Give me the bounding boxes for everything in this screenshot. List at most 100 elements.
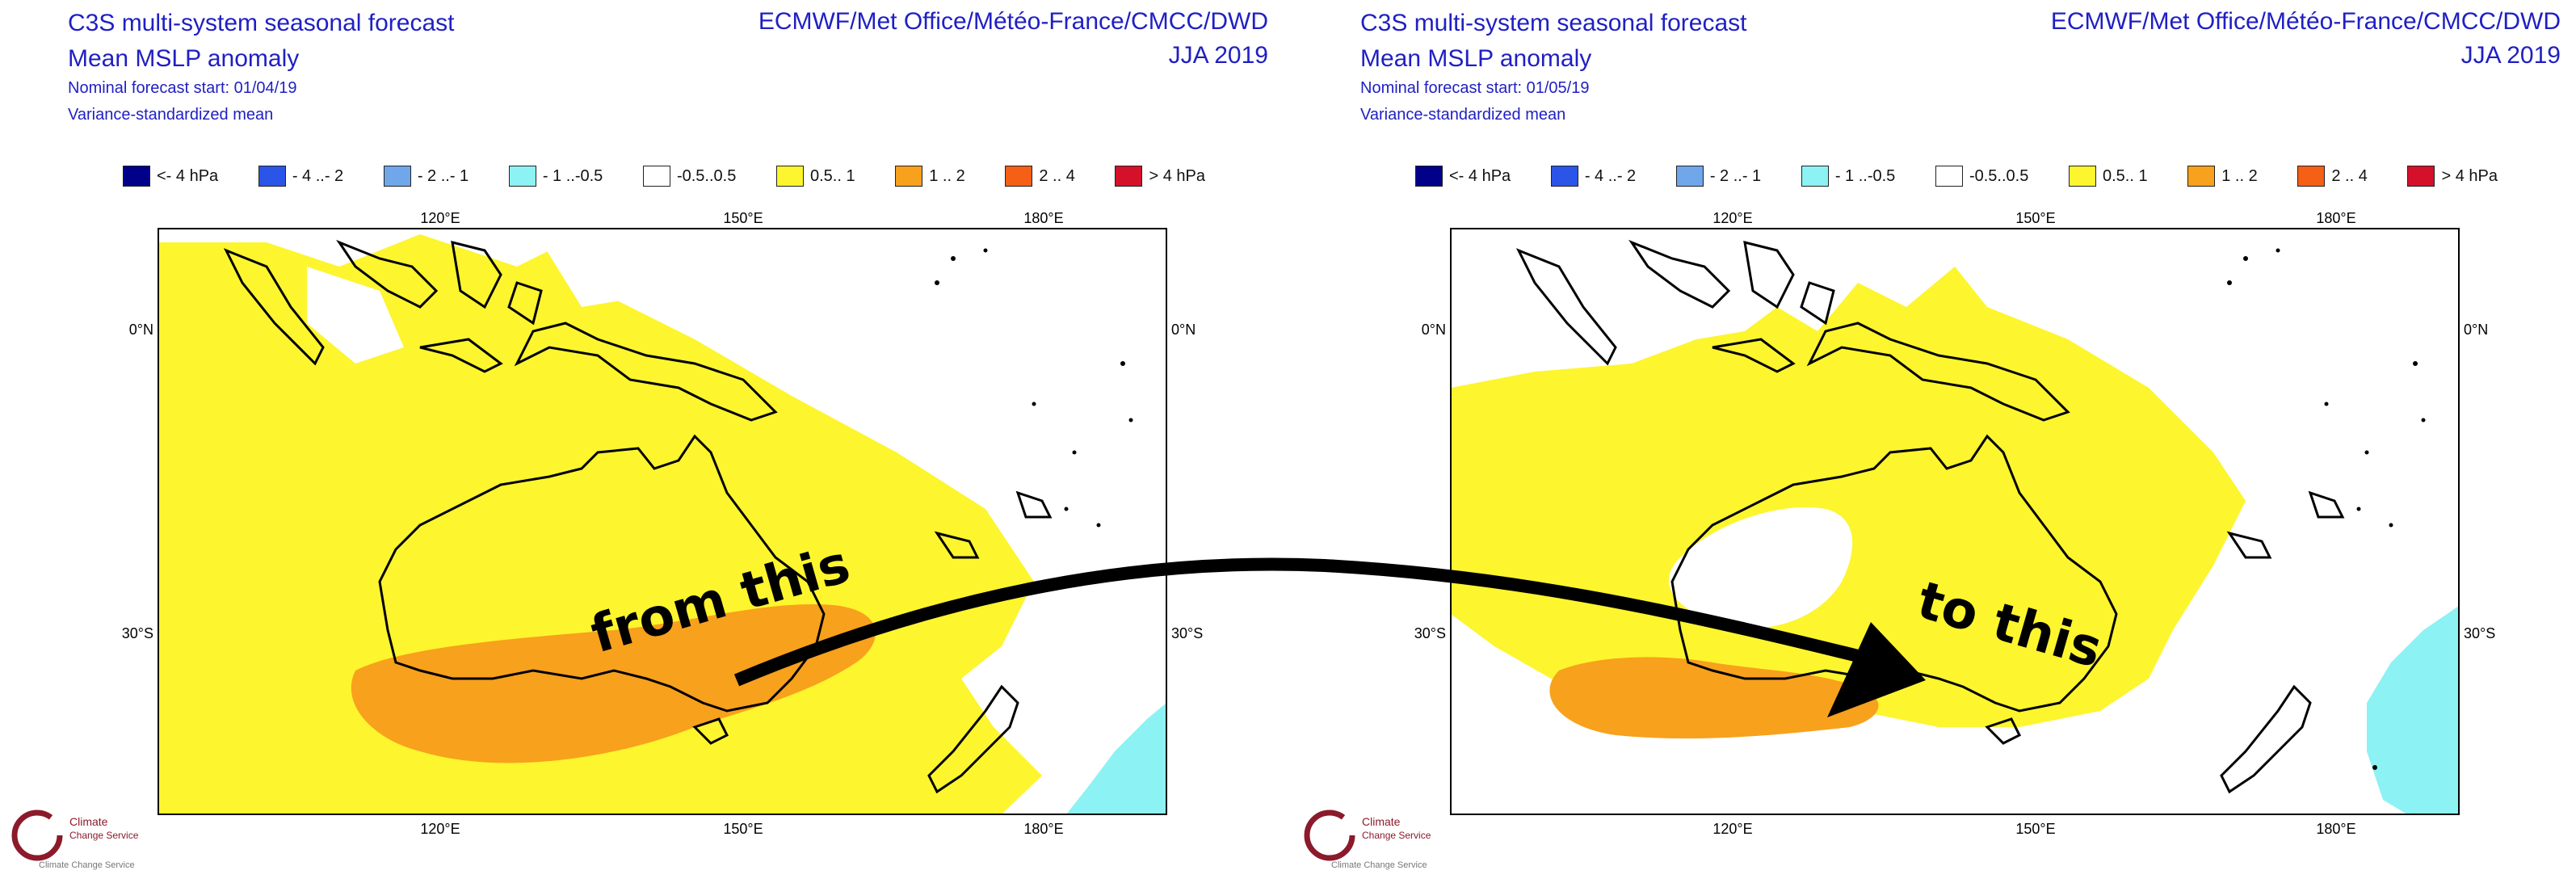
legend-swatch: [895, 166, 923, 187]
legend-item: 1 .. 2: [2187, 166, 2258, 187]
panel-subtitle: Mean MSLP anomaly: [1360, 45, 1592, 72]
coastlines: [223, 239, 1053, 794]
legend-item: - 2 ..- 1: [1675, 166, 1762, 187]
logo-text: Climate: [1362, 815, 1401, 828]
legend-label: -0.5..0.5: [676, 166, 737, 185]
legend-swatch: [642, 166, 670, 187]
forecast-providers: ECMWF/Met Office/Météo-France/CMCC/DWD: [758, 8, 1268, 35]
lon-tick-bottom: 180°E: [1023, 821, 1063, 837]
lon-tick-top: 180°E: [1023, 210, 1063, 226]
logo-text: Change Service: [69, 830, 139, 841]
lon-tick-bottom: 180°E: [2316, 821, 2355, 837]
lon-tick-top: 120°E: [1712, 210, 1752, 226]
lat-tick-right: 30°S: [1171, 625, 1203, 641]
legend-swatch: [2187, 166, 2216, 187]
logo-text: Climate Change Service: [1331, 860, 1427, 870]
legend-swatch: [1801, 166, 1829, 187]
legend-swatch: [2068, 166, 2096, 187]
forecast-method: Variance-standardized mean: [68, 106, 274, 124]
legend-swatch: [123, 166, 150, 187]
lon-tick-top: 180°E: [2316, 210, 2355, 226]
color-legend: <- 4 hPa - 4 ..- 2 - 2 ..- 1 - 1 ..-0.5 …: [123, 162, 1205, 190]
copernicus-climate-logo: Climate Change Service Climate Change Se…: [11, 809, 139, 870]
legend-swatch: [1415, 166, 1443, 187]
legend-label: - 4 ..- 2: [292, 166, 344, 185]
forecast-panel-april-start: C3S multi-system seasonal forecast Mean …: [0, 0, 1276, 883]
legend-swatch: [1550, 166, 1578, 187]
panel-subtitle: Mean MSLP anomaly: [68, 45, 300, 72]
panel-title: C3S multi-system seasonal forecast: [1360, 10, 1747, 36]
lon-tick-top: 120°E: [420, 210, 460, 226]
forecast-season: JJA 2019: [2460, 42, 2561, 69]
legend-label: - 4 ..- 2: [1584, 166, 1637, 185]
legend-label: 2 .. 4: [1039, 166, 1075, 185]
lon-tick-bottom: 120°E: [1712, 821, 1752, 837]
legend-label: <- 4 hPa: [1449, 166, 1511, 185]
legend-swatch: [2297, 166, 2326, 187]
lat-tick-right: 30°S: [2464, 625, 2495, 641]
legend-swatch: [383, 166, 411, 187]
legend-swatch: [1115, 166, 1143, 187]
legend-label: 0.5.. 1: [2102, 166, 2148, 185]
legend-swatch: [1935, 166, 1963, 187]
legend-item: 2 .. 4: [2297, 166, 2368, 187]
legend-label: - 1 ..-0.5: [542, 166, 603, 185]
forecast-method: Variance-standardized mean: [1360, 106, 1566, 124]
legend-swatch: [508, 166, 536, 187]
lat-tick-left: 30°S: [1414, 625, 1446, 641]
legend-swatch: [1005, 166, 1033, 187]
legend-label: 0.5.. 1: [809, 166, 855, 185]
legend-item: - 1 ..-0.5: [508, 166, 603, 187]
lat-tick-left: 0°N: [1422, 322, 1446, 338]
anomaly-map: 120°E 150°E 180°E 120°E 150°E 180°E 0°N …: [122, 210, 1203, 837]
legend-item: <- 4 hPa: [123, 166, 218, 187]
neutral-area: [533, 229, 630, 307]
lon-tick-bottom: 150°E: [2015, 821, 2055, 837]
legend-item: > 4 hPa: [2407, 166, 2498, 187]
legend-label: 1 .. 2: [929, 166, 965, 185]
legend-item: - 4 ..- 2: [1550, 166, 1637, 187]
color-legend: <- 4 hPa - 4 ..- 2 - 2 ..- 1 - 1 ..-0.5 …: [1415, 162, 2498, 190]
lon-tick-bottom: 120°E: [420, 821, 460, 837]
lon-tick-bottom: 150°E: [723, 821, 763, 837]
legend-label: > 4 hPa: [2441, 166, 2498, 185]
legend-item: 2 .. 4: [1005, 166, 1075, 187]
legend-item: 0.5.. 1: [2068, 166, 2148, 187]
logo-text: Climate: [69, 815, 108, 828]
logo-text: Climate Change Service: [39, 860, 135, 870]
legend-item: 1 .. 2: [895, 166, 965, 187]
legend-item: <- 4 hPa: [1415, 166, 1511, 187]
logo-text: Change Service: [1362, 830, 1431, 841]
legend-item: - 1 ..-0.5: [1801, 166, 1895, 187]
legend-label: -0.5..0.5: [1969, 166, 2029, 185]
legend-item: - 4 ..- 2: [258, 166, 343, 187]
legend-label: - 2 ..- 1: [417, 166, 469, 185]
legend-item: > 4 hPa: [1115, 166, 1205, 187]
legend-item: 0.5.. 1: [775, 166, 855, 187]
legend-label: <- 4 hPa: [157, 166, 219, 185]
forecast-start-date: Nominal forecast start: 01/04/19: [68, 79, 297, 97]
neutral-area: [307, 267, 404, 364]
legend-swatch: [775, 166, 804, 187]
anomaly-area-cyan: [2367, 606, 2459, 814]
lon-tick-top: 150°E: [723, 210, 763, 226]
forecast-season: JJA 2019: [1168, 42, 1268, 69]
lat-tick-right: 0°N: [1171, 322, 1196, 338]
legend-item: -0.5..0.5: [1935, 166, 2028, 187]
legend-label: - 1 ..-0.5: [1834, 166, 1896, 185]
forecast-panel-may-start: C3S multi-system seasonal forecast Mean …: [1292, 0, 2569, 883]
lat-tick-left: 0°N: [129, 322, 153, 338]
anomaly-map: 120°E 150°E 180°E 120°E 150°E 180°E 0°N …: [1414, 210, 2495, 837]
legend-label: - 2 ..- 1: [1709, 166, 1762, 185]
legend-label: > 4 hPa: [1149, 166, 1205, 185]
panel-title: C3S multi-system seasonal forecast: [68, 10, 455, 36]
legend-label: 2 .. 4: [2331, 166, 2368, 185]
legend-label: 1 .. 2: [2221, 166, 2258, 185]
lat-tick-left: 30°S: [122, 625, 153, 641]
forecast-providers: ECMWF/Met Office/Météo-France/CMCC/DWD: [2050, 8, 2561, 35]
copernicus-climate-logo: Climate Change Service Climate Change Se…: [1304, 809, 1431, 870]
legend-item: -0.5..0.5: [642, 166, 737, 187]
islands: [2227, 248, 2426, 770]
islands: [935, 248, 1133, 528]
legend-swatch: [1675, 166, 1704, 187]
